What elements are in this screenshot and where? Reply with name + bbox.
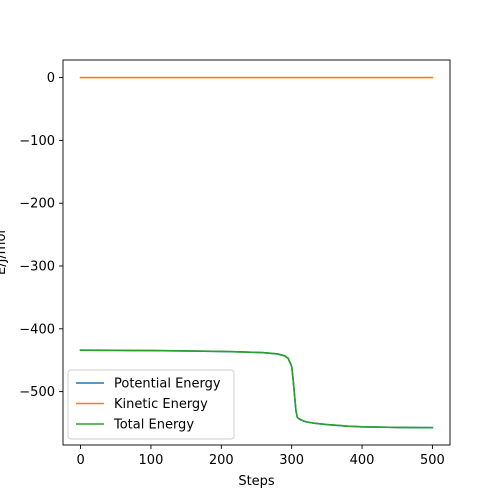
legend-entry: Potential Energy	[114, 377, 221, 392]
y-tick-label: −400	[19, 322, 55, 337]
y-tick-label: 0	[47, 71, 55, 86]
y-tick-label: −500	[19, 385, 55, 400]
legend: Potential Energy Kinetic Energy Total Ener…	[67, 369, 235, 440]
x-tick-label: 400	[350, 453, 375, 468]
x-tick-label: 300	[279, 453, 304, 468]
y-axis-label: E/J/mol	[0, 230, 9, 275]
x-tick-label: 100	[139, 453, 164, 468]
y-tick-label: −300	[19, 260, 55, 275]
axes-layer: 0 100 200 300 400 500 0 −100 −200 −300 −400 −500 Ste…	[0, 59, 451, 489]
x-tick-label: 0	[76, 453, 84, 468]
series-line-total-energy	[79, 349, 434, 429]
plot-layer	[79, 76, 434, 429]
axes-frame	[62, 59, 451, 446]
x-tick-label: 200	[209, 453, 234, 468]
y-tick-label: −200	[19, 197, 55, 212]
x-axis-label: Steps	[238, 474, 275, 489]
legend-box	[67, 369, 235, 440]
legend-entry: Total Energy	[113, 418, 194, 433]
x-tick-label: 500	[420, 453, 445, 468]
y-tick-label: −100	[19, 134, 55, 149]
legend-entry: Kinetic Energy	[114, 397, 208, 412]
